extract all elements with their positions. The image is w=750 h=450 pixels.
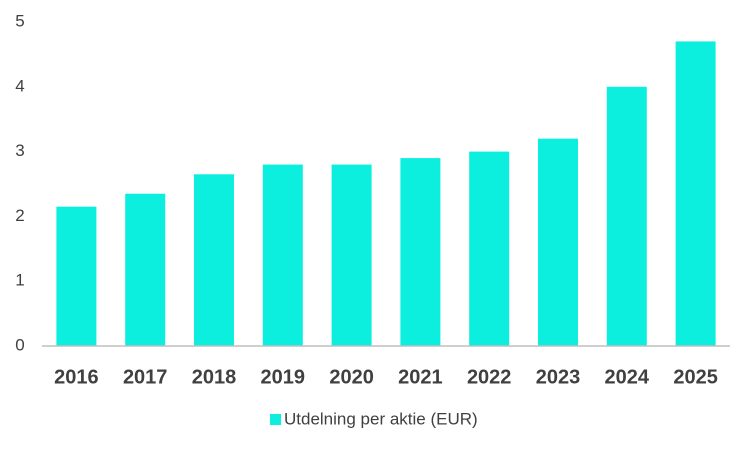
bar: [606, 86, 647, 347]
x-tick-label: 2024: [605, 366, 650, 388]
x-tick-label: 2017: [123, 366, 168, 388]
y-tick-label: 2: [15, 206, 24, 225]
y-tick-label: 0: [15, 335, 24, 354]
legend-label: Utdelning per aktie (EUR): [284, 409, 478, 428]
bar: [125, 193, 166, 346]
x-tick-label: 2020: [329, 366, 374, 388]
x-tick-label: 2023: [536, 366, 581, 388]
x-tick-label: 2025: [673, 366, 718, 388]
bar: [400, 158, 441, 346]
y-tick-label: 5: [15, 11, 24, 30]
x-tick-label: 2016: [54, 366, 99, 388]
x-tick-label: 2019: [261, 366, 306, 388]
bar: [262, 164, 303, 346]
y-tick-label: 1: [15, 271, 24, 290]
y-tick-label: 3: [15, 141, 24, 160]
bar: [194, 174, 234, 346]
bar: [469, 151, 510, 346]
x-tick-label: 2021: [398, 366, 443, 388]
y-tick-label: 4: [15, 76, 24, 95]
bar: [56, 206, 97, 346]
x-tick-label: 2022: [467, 366, 512, 388]
x-tick-label: 2018: [192, 366, 237, 388]
bar: [675, 41, 716, 346]
legend-swatch: [270, 414, 281, 425]
bar: [331, 164, 372, 346]
bar: [538, 138, 578, 346]
